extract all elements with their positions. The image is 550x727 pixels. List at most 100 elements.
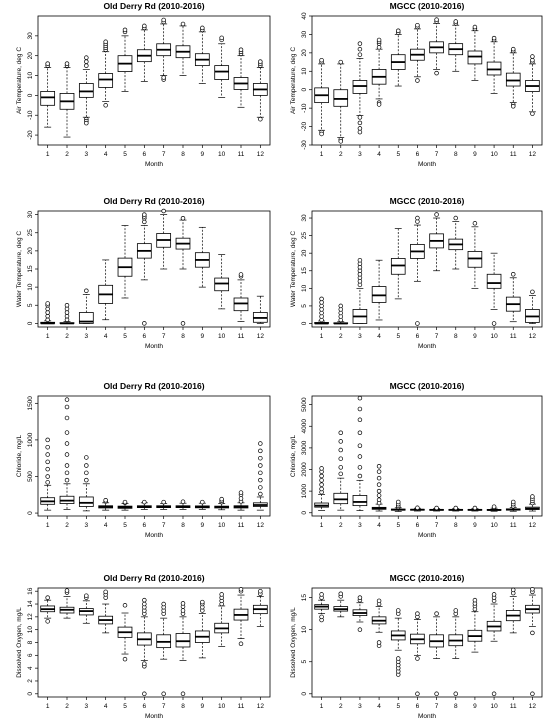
outlier-point xyxy=(376,469,382,474)
y-tick-label: 30 xyxy=(301,30,308,38)
outlier-point xyxy=(142,23,147,29)
outlier-point xyxy=(64,588,70,593)
y-tick-label: 14 xyxy=(27,600,34,608)
outlier-point xyxy=(319,473,324,479)
outlier-point xyxy=(338,456,344,461)
x-tick-label: 5 xyxy=(396,151,400,158)
outlier-point xyxy=(161,691,166,697)
y-tick-label: 10 xyxy=(27,283,34,291)
outlier-point xyxy=(84,593,89,598)
box-month-6 xyxy=(136,212,152,326)
outlier-point xyxy=(338,471,344,477)
outlier-point xyxy=(319,296,324,302)
y-tick-label: 15 xyxy=(301,594,308,602)
x-tick-label: 11 xyxy=(510,522,517,529)
box-month-1 xyxy=(40,301,56,325)
iqr-box xyxy=(78,83,94,98)
outlier-point xyxy=(64,317,70,323)
x-tick-label: 12 xyxy=(257,522,265,529)
outlier-point xyxy=(180,608,186,613)
outlier-point xyxy=(142,219,147,225)
box-month-12 xyxy=(525,54,540,116)
outlier-point xyxy=(64,303,70,308)
outlier-point xyxy=(357,41,363,46)
y-axis-title: Water Temperature, deg C xyxy=(290,231,297,308)
outlier-point xyxy=(376,598,382,604)
outlier-point xyxy=(161,208,166,214)
panel-7: Old Derry Rd (2010-2016)0246810121416Dis… xyxy=(16,573,271,720)
box-month-4 xyxy=(98,39,114,108)
y-tick-label: 40 xyxy=(301,12,308,20)
plot-frame xyxy=(311,210,543,328)
outlier-point xyxy=(357,627,363,632)
outlier-point xyxy=(64,415,70,421)
x-tick-label: 12 xyxy=(529,522,537,529)
box-month-12 xyxy=(252,441,268,511)
x-tick-label: 11 xyxy=(510,151,517,158)
outlier-point xyxy=(434,17,439,22)
iqr-box xyxy=(333,89,349,107)
outlier-point xyxy=(45,61,50,66)
x-tick-label: 12 xyxy=(257,703,265,710)
x-axis-title: Month xyxy=(418,161,436,168)
x-tick-label: 7 xyxy=(162,703,166,710)
outlier-point xyxy=(530,289,535,295)
x-tick-label: 8 xyxy=(454,151,458,158)
outlier-point xyxy=(530,54,535,59)
x-tick-label: 5 xyxy=(396,522,400,529)
outlier-point xyxy=(511,104,516,109)
box-month-2 xyxy=(333,430,349,511)
x-tick-label: 1 xyxy=(46,333,50,340)
x-tick-label: 8 xyxy=(454,522,458,529)
outlier-point xyxy=(64,430,70,435)
y-tick-label: 10 xyxy=(27,626,34,634)
box-month-6 xyxy=(136,597,152,697)
y-tick-label: 6 xyxy=(27,653,34,657)
x-tick-label: 2 xyxy=(339,333,343,340)
x-tick-label: 4 xyxy=(377,333,381,340)
x-tick-label: 6 xyxy=(416,151,420,158)
outlier-point xyxy=(122,656,128,662)
outlier-point xyxy=(103,498,108,503)
outlier-point xyxy=(45,444,50,450)
x-tick-label: 10 xyxy=(490,522,498,529)
outlier-point xyxy=(84,288,89,294)
iqr-box xyxy=(214,65,230,80)
y-tick-label: 5000 xyxy=(301,397,308,412)
outlier-point xyxy=(415,321,420,326)
x-tick-label: 5 xyxy=(396,333,400,340)
outlier-point xyxy=(258,455,263,461)
x-tick-label: 11 xyxy=(238,333,245,340)
y-tick-label: 4 xyxy=(27,666,34,670)
outlier-point xyxy=(238,587,244,592)
outlier-point xyxy=(415,691,420,697)
box-month-10 xyxy=(214,592,230,647)
outlier-point xyxy=(434,611,439,616)
panel-6: MGCC (2010-2016) 0 1000 2000 3000 4000 5000 Chl… xyxy=(290,381,543,539)
outlier-point xyxy=(357,443,363,448)
outlier-point xyxy=(45,306,50,312)
outlier-point xyxy=(434,212,439,217)
x-tick-label: 6 xyxy=(143,333,147,340)
x-tick-label: 12 xyxy=(529,333,537,340)
x-tick-label: 10 xyxy=(218,151,226,158)
x-tick-label: 3 xyxy=(85,522,89,529)
box-month-3 xyxy=(352,257,368,324)
x-tick-label: 1 xyxy=(320,151,324,158)
y-tick-label: 12 xyxy=(27,613,34,621)
outlier-point xyxy=(142,691,147,697)
x-tick-label: 9 xyxy=(473,522,477,529)
outlier-point xyxy=(319,486,324,492)
x-tick-label: 1 xyxy=(46,151,50,158)
outlier-point xyxy=(338,447,344,453)
x-tick-label: 9 xyxy=(201,703,205,710)
plot-frame xyxy=(311,587,543,698)
y-tick-label: 20 xyxy=(301,49,308,57)
outlier-point xyxy=(396,608,401,613)
x-tick-label: 7 xyxy=(435,522,439,529)
outlier-point xyxy=(376,640,382,645)
x-tick-label: 4 xyxy=(377,522,381,529)
x-tick-label: 10 xyxy=(490,151,498,158)
y-tick-label: 2000 xyxy=(301,462,308,477)
outlier-point xyxy=(530,57,535,63)
